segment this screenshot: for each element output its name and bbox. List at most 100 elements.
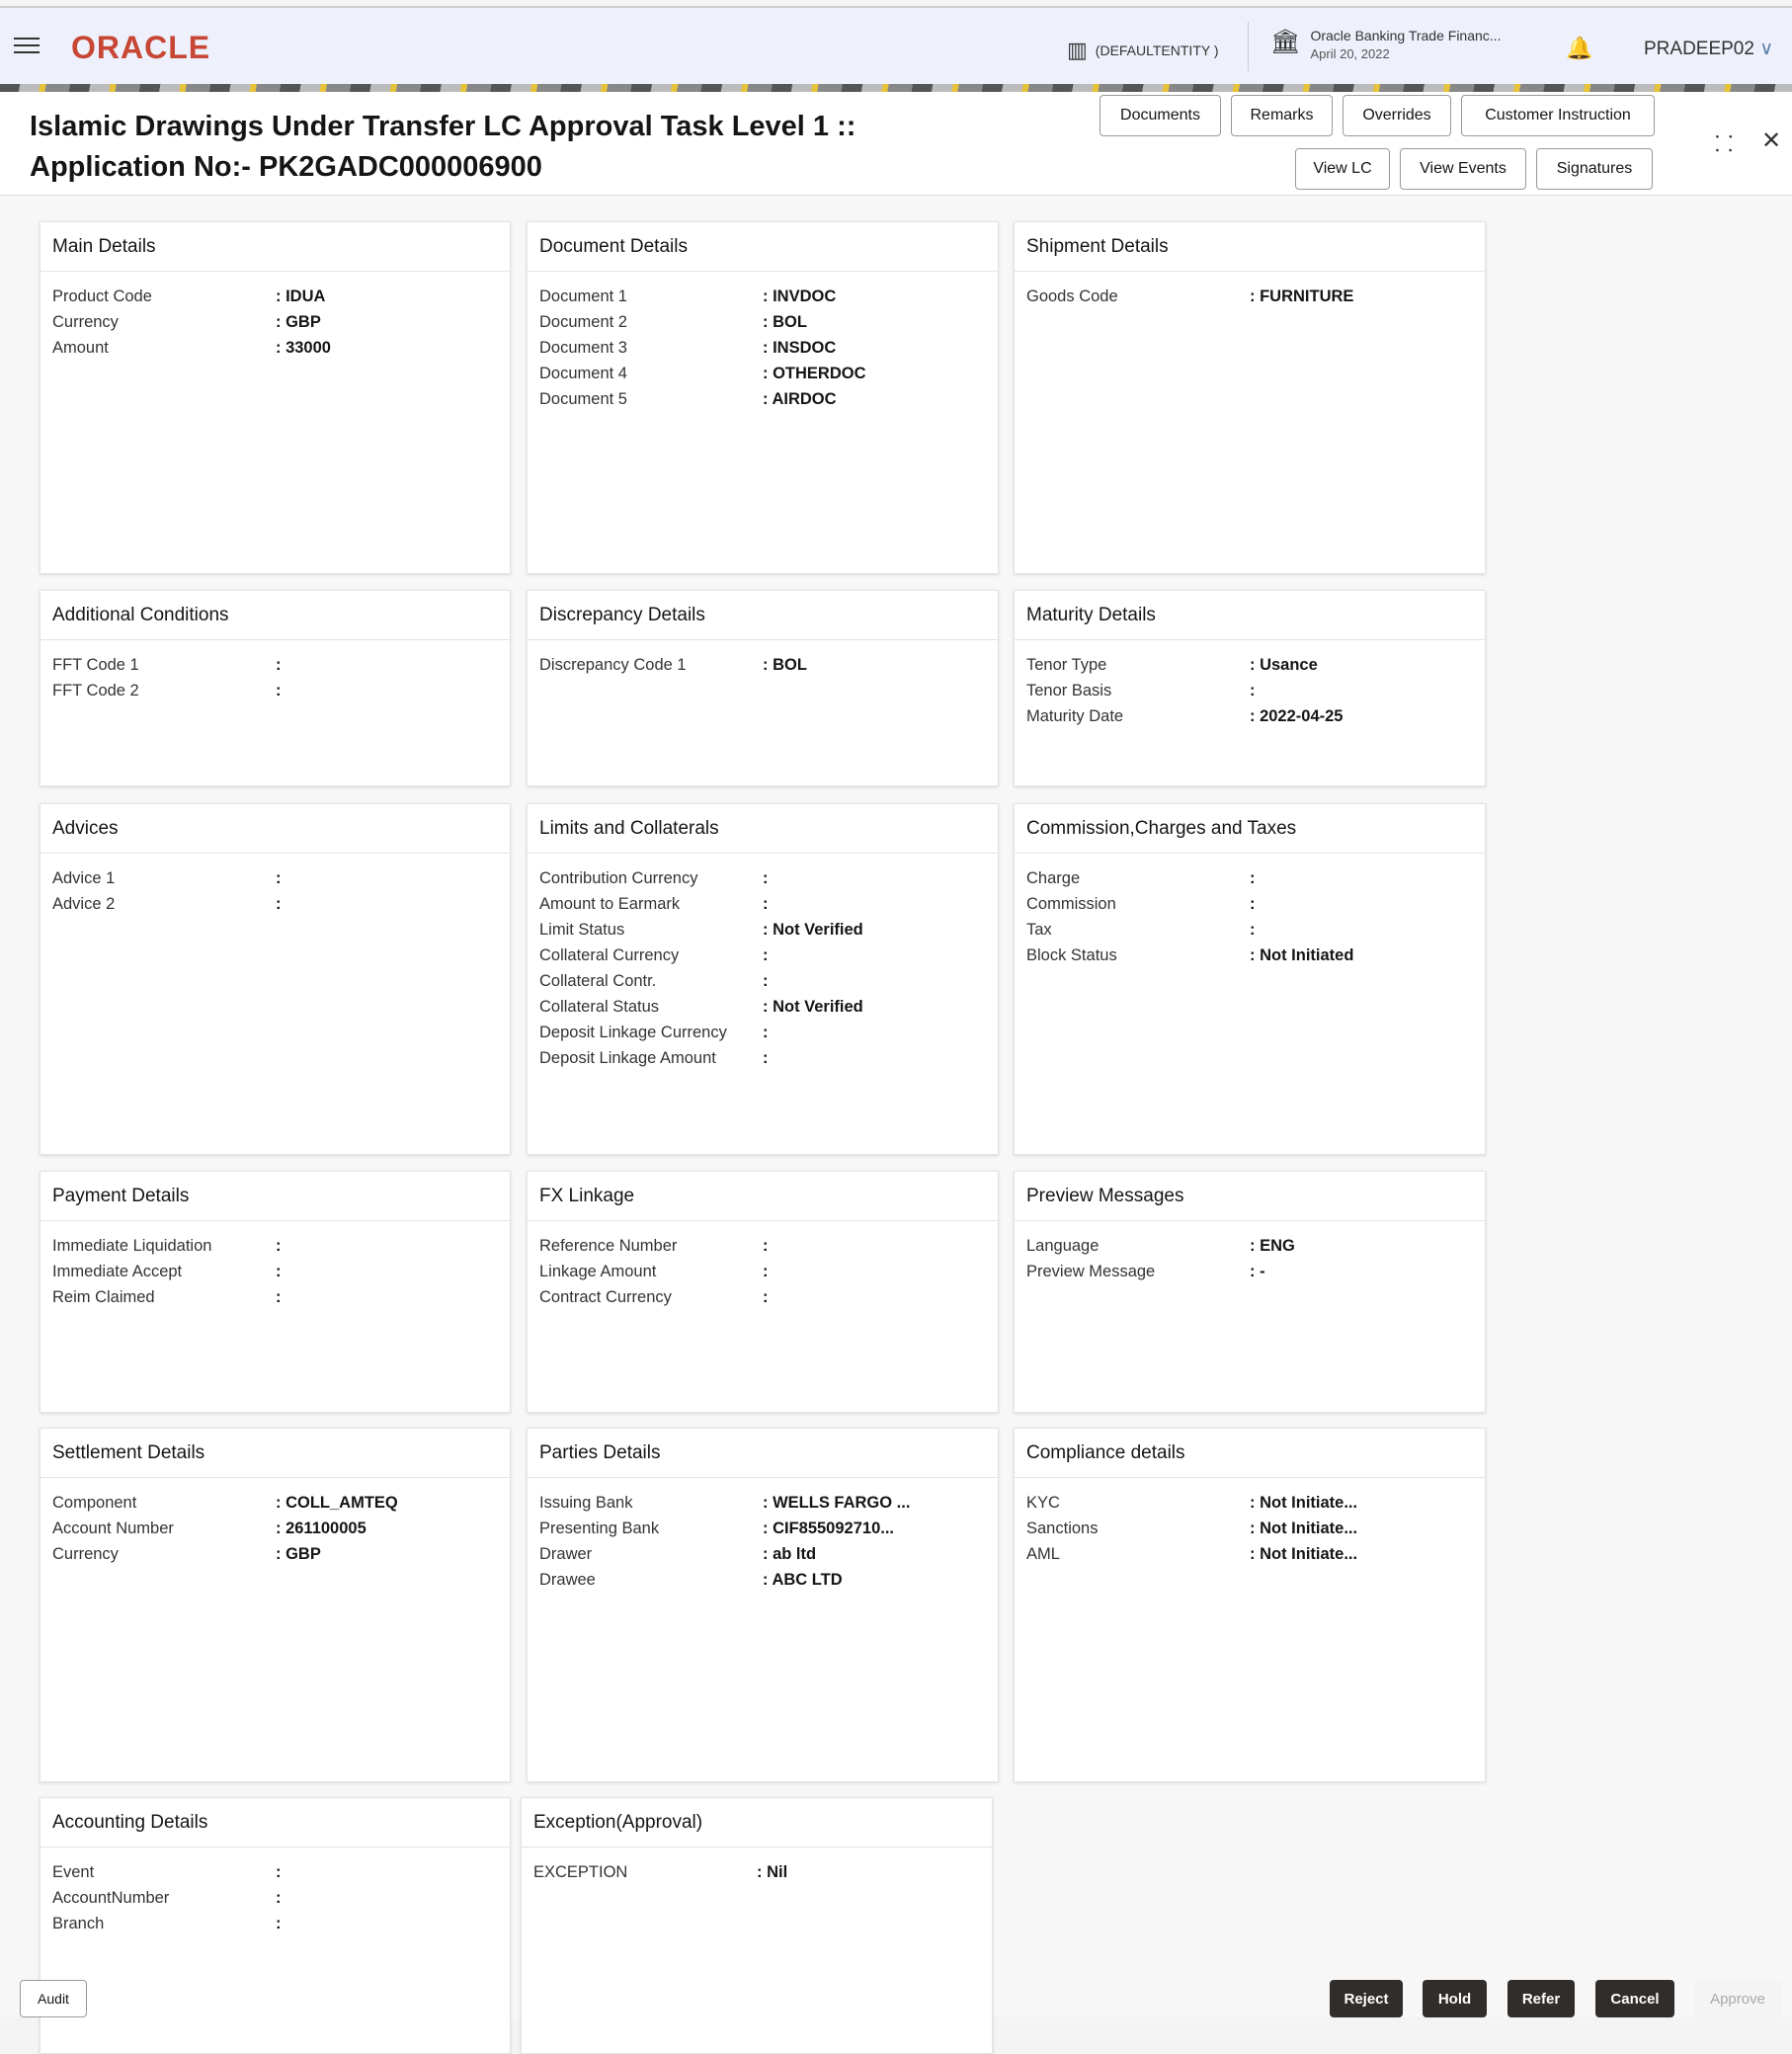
signatures-button[interactable]: Signatures bbox=[1536, 148, 1653, 190]
field-value: : BOL bbox=[763, 656, 807, 674]
remarks-button[interactable]: Remarks bbox=[1231, 95, 1333, 136]
customer-instruction-button[interactable]: Customer Instruction bbox=[1461, 95, 1655, 136]
bank-info[interactable]: 🏛 Oracle Banking Trade Financ... April 20,… bbox=[1270, 28, 1501, 61]
field-label: Tax bbox=[1026, 921, 1052, 939]
field-value: : Not Verified bbox=[763, 998, 863, 1016]
bell-icon[interactable]: 🔔 bbox=[1566, 36, 1593, 60]
field-value: : OTHERDOC bbox=[763, 365, 866, 382]
field-row: Document 5: AIRDOC bbox=[528, 390, 998, 416]
field-value: : INVDOC bbox=[763, 288, 837, 305]
field-value: : 261100005 bbox=[276, 1520, 367, 1537]
hold-button[interactable]: Hold bbox=[1423, 1980, 1487, 2017]
field-value: : Not Verified bbox=[763, 921, 863, 939]
view-events-button[interactable]: View Events bbox=[1400, 148, 1526, 190]
field-row: Tenor Basis: bbox=[1015, 682, 1485, 707]
card-compliance-details: Compliance details KYC: Not Initiate... Sa… bbox=[1014, 1428, 1486, 1782]
field-row: Account Number : 261100005 bbox=[41, 1520, 510, 1545]
field-row: FFT Code 2: bbox=[41, 682, 510, 707]
field-value: : ab ltd bbox=[763, 1545, 817, 1563]
bank-name: Oracle Banking Trade Financ... bbox=[1310, 28, 1502, 43]
field-label: Reim Claimed bbox=[52, 1288, 155, 1306]
field-value: : - bbox=[1250, 1263, 1265, 1280]
entity-selector[interactable]: ▥ (DEFAULTENTITY ) bbox=[1067, 38, 1219, 63]
field-row: Event: bbox=[41, 1863, 510, 1889]
field-value: : FURNITURE bbox=[1250, 288, 1354, 305]
field-value: : bbox=[1250, 921, 1256, 939]
bank-icon: 🏛 bbox=[1270, 29, 1301, 55]
field-row: Goods Code: FURNITURE bbox=[1015, 288, 1485, 313]
field-label: Collateral Contr. bbox=[539, 972, 657, 990]
field-value: : bbox=[276, 1263, 282, 1280]
minimize-icon[interactable]: ⸬ bbox=[1715, 131, 1734, 156]
field-row: AML: Not Initiate... bbox=[1015, 1545, 1485, 1571]
field-row: Advice 1: bbox=[41, 869, 510, 895]
field-value: : ABC LTD bbox=[763, 1571, 843, 1589]
field-value: : bbox=[763, 1263, 769, 1280]
entity-label: (DEFAULTENTITY ) bbox=[1095, 42, 1219, 58]
field-label: Block Status bbox=[1026, 946, 1117, 964]
field-row: Immediate Liquidation: bbox=[41, 1237, 510, 1263]
refer-button[interactable]: Refer bbox=[1507, 1980, 1575, 2017]
field-label: Issuing Bank bbox=[539, 1494, 633, 1512]
card-commission-charges-and-taxes: Commission,Charges and Taxes Charge: Commi… bbox=[1014, 803, 1486, 1155]
user-menu[interactable]: PRADEEP02 ∨ bbox=[1644, 38, 1773, 60]
field-row: Document 3: INSDOC bbox=[528, 339, 998, 365]
field-label: Document 4 bbox=[539, 365, 627, 382]
reject-button[interactable]: Reject bbox=[1330, 1980, 1403, 2017]
close-icon[interactable]: ✕ bbox=[1761, 127, 1782, 154]
field-row: Document 2 : BOL bbox=[528, 313, 998, 339]
field-label: Drawer bbox=[539, 1545, 593, 1563]
field-value: : bbox=[276, 682, 282, 699]
field-value: : Not Initiate... bbox=[1250, 1520, 1358, 1537]
application-number: Application No:- PK2GADC000006900 bbox=[30, 151, 542, 183]
field-row: Deposit Linkage Amount: bbox=[528, 1049, 998, 1075]
field-label: Event bbox=[52, 1863, 95, 1881]
field-row: FFT Code 1: bbox=[41, 656, 510, 682]
card-discrepancy-details: Discrepancy Details Discrepancy Code 1: B… bbox=[527, 590, 999, 786]
field-value: : 33000 bbox=[276, 339, 331, 357]
field-value: : bbox=[276, 1863, 282, 1881]
field-value: : COLL_AMTEQ bbox=[276, 1494, 398, 1512]
field-row: Presenting Bank: CIF855092710... bbox=[528, 1520, 998, 1545]
field-row: Issuing Bank: WELLS FARGO ... bbox=[528, 1494, 998, 1520]
field-label: Document 2 bbox=[539, 313, 627, 331]
card-preview-messages: Preview Messages Language: ENG Preview Mes… bbox=[1014, 1171, 1486, 1413]
field-label: Linkage Amount bbox=[539, 1263, 657, 1280]
oracle-logo: ORACLE bbox=[71, 30, 211, 65]
field-value: : BOL bbox=[763, 313, 807, 331]
view-lc-button[interactable]: View LC bbox=[1295, 148, 1390, 190]
card-parties-details: Parties Details Issuing Bank: WELLS FARGO… bbox=[527, 1428, 999, 1782]
field-row: Advice 2: bbox=[41, 895, 510, 921]
field-row: Drawer : ab ltd bbox=[528, 1545, 998, 1571]
card-exception-approval-: Exception(Approval) EXCEPTION: Nil bbox=[521, 1797, 993, 2054]
field-label: Collateral Status bbox=[539, 998, 660, 1016]
field-label: Account Number bbox=[52, 1520, 174, 1537]
field-value: : Usance bbox=[1250, 656, 1318, 674]
field-label: FFT Code 2 bbox=[52, 682, 139, 699]
field-value: : bbox=[763, 946, 769, 964]
approve-button[interactable]: Approve bbox=[1693, 1980, 1782, 2017]
field-label: Amount to Earmark bbox=[539, 895, 681, 913]
decorative-banner bbox=[0, 84, 1792, 92]
card-title: Parties Details bbox=[528, 1429, 998, 1478]
field-label: Branch bbox=[52, 1915, 105, 1932]
field-label: Deposit Linkage Currency bbox=[539, 1024, 727, 1041]
overrides-button[interactable]: Overrides bbox=[1343, 95, 1451, 136]
audit-button[interactable]: Audit bbox=[20, 1980, 87, 2017]
documents-button[interactable]: Documents bbox=[1100, 95, 1221, 136]
field-row: Document 1: INVDOC bbox=[528, 288, 998, 313]
field-value: : Not Initiated bbox=[1250, 946, 1354, 964]
field-label: Preview Message bbox=[1026, 1263, 1156, 1280]
field-label: Immediate Accept bbox=[52, 1263, 183, 1280]
card-title: Settlement Details bbox=[41, 1429, 510, 1478]
field-value: : bbox=[1250, 895, 1256, 913]
hamburger-menu-icon[interactable] bbox=[14, 38, 40, 55]
title-line: Islamic Drawings Under Transfer LC Appro… bbox=[30, 111, 856, 142]
card-title: Payment Details bbox=[41, 1172, 510, 1221]
cancel-button[interactable]: Cancel bbox=[1595, 1980, 1674, 2017]
field-row: Collateral Status : Not Verified bbox=[528, 998, 998, 1024]
field-row: Collateral Currency: bbox=[528, 946, 998, 972]
field-label: Sanctions bbox=[1026, 1520, 1099, 1537]
field-row: Charge: bbox=[1015, 869, 1485, 895]
field-label: Currency bbox=[52, 1545, 119, 1563]
